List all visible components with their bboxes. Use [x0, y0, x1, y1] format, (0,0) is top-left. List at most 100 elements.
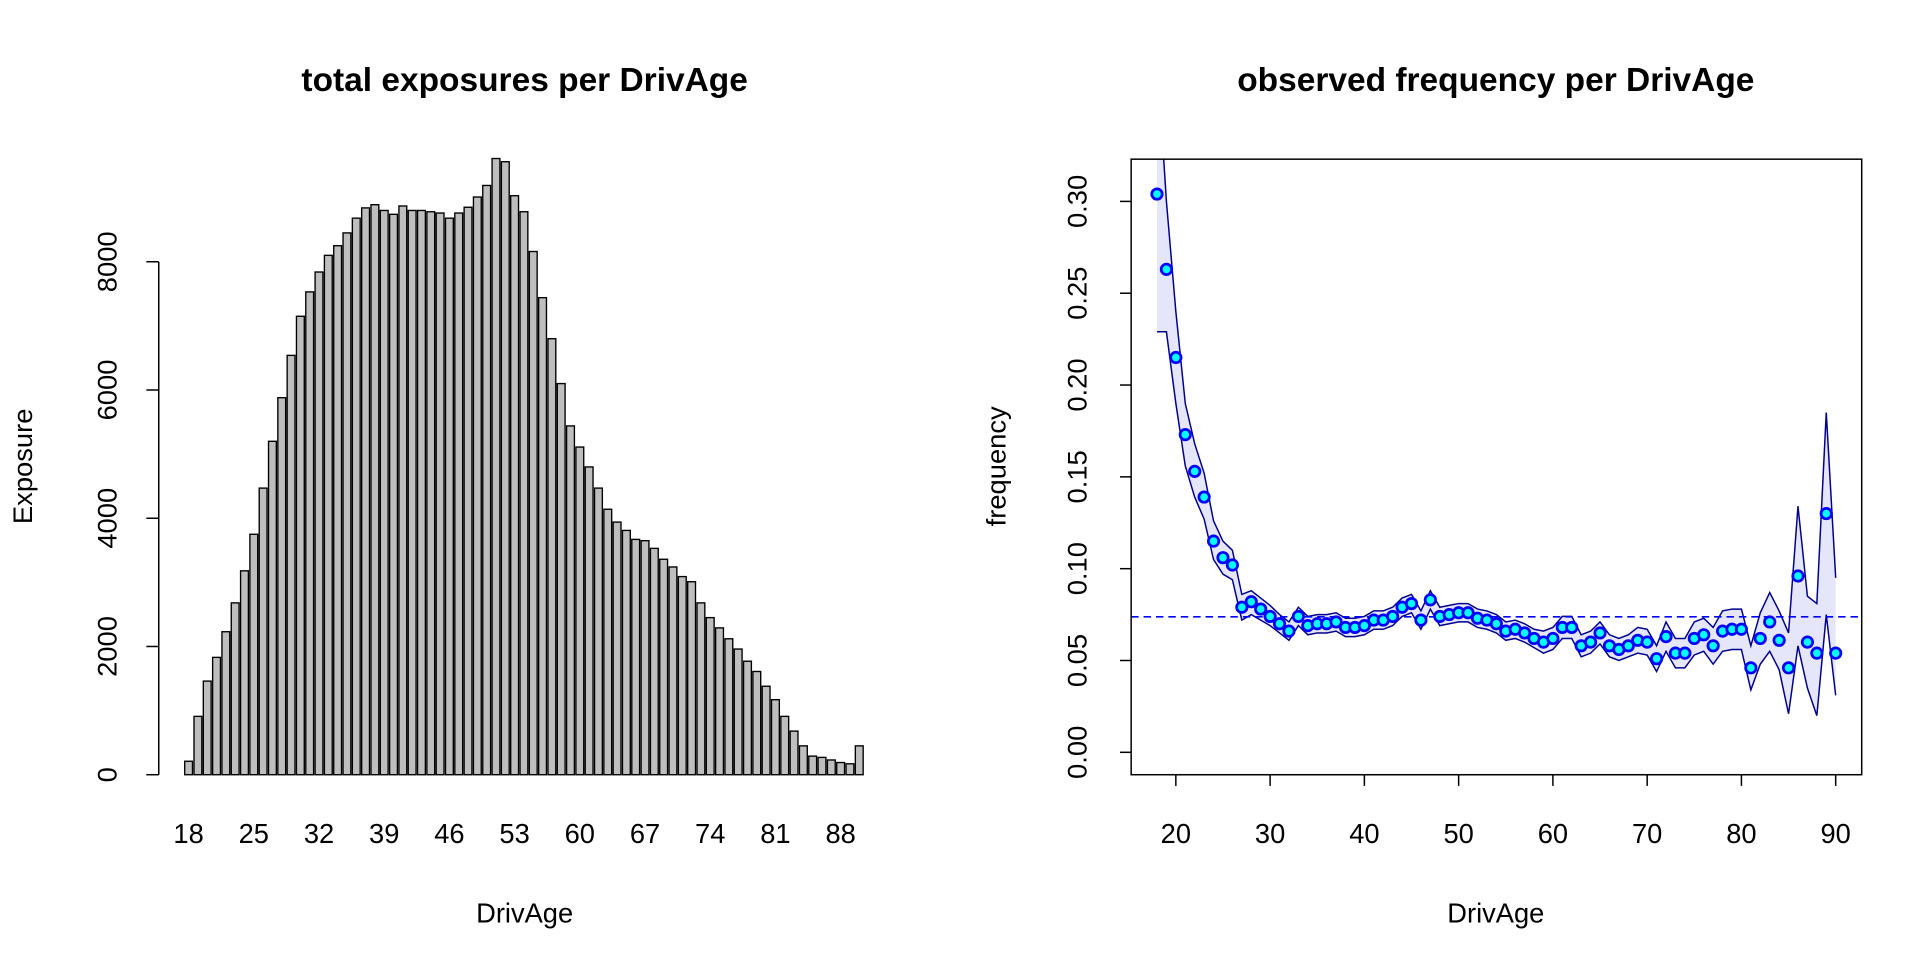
bar: [789, 730, 799, 776]
bar: [659, 558, 669, 776]
bar: [631, 538, 641, 776]
y-axis-label: Exposure: [7, 409, 38, 525]
point: [1800, 635, 1814, 649]
bar: [249, 533, 259, 776]
bar: [193, 715, 203, 776]
bar: [211, 656, 222, 776]
bar: [491, 157, 501, 776]
point: [1291, 609, 1305, 624]
x-tick-label: 25: [239, 818, 269, 849]
bar: [621, 529, 631, 776]
point: [1461, 606, 1475, 620]
chart-title: total exposures per DrivAge: [301, 62, 747, 99]
x-tick-label: 90: [1821, 818, 1851, 849]
x-tick-label: 46: [434, 818, 464, 849]
point: [1386, 609, 1400, 624]
point: [1282, 624, 1296, 638]
bar: [752, 670, 762, 776]
y-tick-label: 0.25: [1061, 267, 1092, 320]
x-tick-label: 67: [630, 818, 660, 849]
point: [1423, 593, 1437, 607]
y-tick-label: 0.15: [1061, 450, 1092, 503]
bar: [426, 211, 436, 776]
point: [1593, 626, 1607, 640]
y-tick-label: 6000: [91, 360, 122, 421]
bar: [537, 296, 548, 776]
bar: [649, 547, 659, 776]
point: [1678, 646, 1692, 660]
bar: [686, 581, 697, 776]
bar: [360, 207, 371, 776]
plot-area: [1131, 159, 1862, 716]
bar: [761, 685, 771, 776]
point: [1640, 635, 1654, 649]
bar: [202, 680, 212, 776]
bar: [696, 602, 706, 776]
bar: [780, 715, 790, 776]
point: [1150, 187, 1164, 201]
point: [1197, 490, 1211, 504]
bar: [277, 397, 287, 776]
bar: [528, 250, 538, 776]
chart-title: observed frequency per DrivAge: [1237, 62, 1754, 99]
bar: [584, 466, 594, 776]
point: [1489, 617, 1503, 631]
bar: [519, 211, 529, 776]
bar: [547, 338, 557, 776]
point: [1734, 622, 1748, 636]
x-tick-label: 30: [1255, 818, 1285, 849]
y-axis-label: frequency: [981, 406, 1012, 526]
x-tick-label: 70: [1632, 818, 1662, 849]
bar: [565, 425, 576, 776]
point: [1414, 613, 1428, 627]
y-tick-label: 0.00: [1061, 726, 1092, 779]
point: [1744, 661, 1758, 675]
point: [1753, 631, 1767, 646]
bar: [742, 660, 753, 776]
bar: [388, 213, 399, 776]
bar: [444, 217, 455, 776]
point: [1159, 262, 1173, 276]
bar: [230, 602, 240, 776]
band-lower: [1156, 331, 1837, 716]
y-tick-label: 4000: [91, 488, 122, 549]
bar: [323, 254, 333, 776]
bar: [416, 209, 427, 776]
x-tick-label: 50: [1443, 818, 1473, 849]
bar: [733, 648, 743, 776]
bar: [575, 446, 585, 776]
x-tick-label: 53: [499, 818, 529, 849]
bar: [593, 487, 604, 776]
point: [1254, 602, 1268, 616]
bar: [640, 539, 650, 776]
x-tick-label: 60: [565, 818, 595, 849]
bar: [668, 566, 678, 776]
y-tick-label: 8000: [91, 231, 122, 292]
bar: [379, 209, 389, 776]
x-tick-label: 20: [1161, 818, 1191, 849]
bar: [705, 616, 715, 776]
y-tick-label: 0.20: [1061, 358, 1092, 411]
x-tick-label: 18: [173, 818, 203, 849]
bar: [295, 315, 305, 776]
bar: [351, 217, 361, 776]
bar: [286, 354, 296, 776]
y-tick-label: 2000: [91, 616, 122, 677]
bar: [258, 487, 268, 776]
bar: [817, 756, 827, 776]
bar: [370, 204, 380, 776]
x-tick-label: 39: [369, 818, 399, 849]
point: [1263, 609, 1277, 624]
x-tick-label: 32: [304, 818, 334, 849]
x-tick-label: 81: [760, 818, 790, 849]
y-tick-label: 0.05: [1061, 634, 1092, 687]
bar: [314, 271, 324, 776]
bar: [510, 195, 520, 776]
bar: [463, 206, 473, 776]
bar: [184, 760, 194, 776]
band-upper: [1162, 159, 1837, 649]
bar: [398, 205, 408, 776]
bar: [808, 755, 818, 776]
point: [1810, 646, 1824, 660]
